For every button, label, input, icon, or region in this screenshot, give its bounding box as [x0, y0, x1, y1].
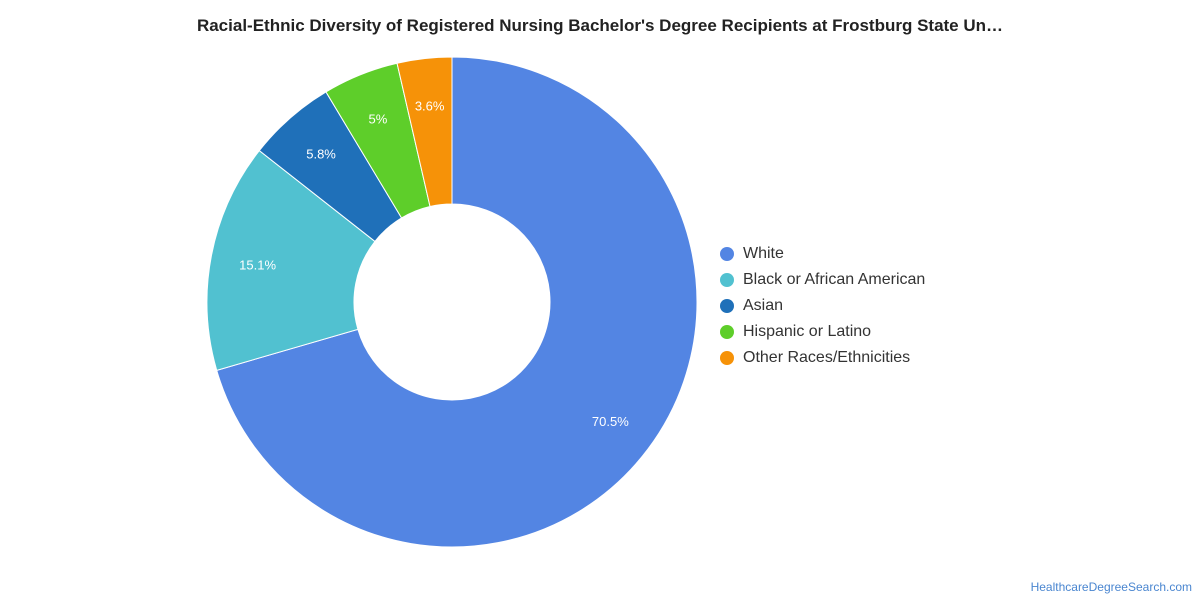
- legend-label: Asian: [743, 297, 784, 314]
- slice-data-label: 70.5%: [592, 414, 629, 429]
- donut-slice-other-races-ethnicities[interactable]: [396, 56, 453, 208]
- legend-swatch: [720, 273, 734, 287]
- slice-data-label: 5%: [369, 111, 388, 126]
- slice-data-label: 5.8%: [306, 146, 336, 161]
- legend-label: Hispanic or Latino: [743, 323, 872, 340]
- legend-item[interactable]: Black or African American: [720, 267, 925, 293]
- legend-swatch: [720, 325, 734, 339]
- legend-swatch: [720, 247, 734, 261]
- slice-data-label: 15.1%: [239, 257, 276, 272]
- donut-slice-black-or-african-american[interactable]: [206, 149, 376, 371]
- legend-label: Other Races/Ethnicities: [743, 349, 911, 366]
- chart-legend: White Black or African American Asian Hispa…: [720, 241, 925, 371]
- donut-slices: [206, 56, 698, 548]
- legend-swatch: [720, 299, 734, 313]
- legend-swatch: [720, 351, 734, 365]
- legend-label: White: [743, 245, 784, 262]
- chart-title: Racial-Ethnic Diversity of Registered Nu…: [196, 16, 1004, 35]
- legend-item[interactable]: Asian: [720, 293, 925, 319]
- legend-label: Black or African American: [743, 271, 926, 288]
- slice-data-label: 3.6%: [415, 98, 445, 113]
- donut-slice-white[interactable]: [216, 56, 698, 548]
- legend-item[interactable]: White: [720, 241, 925, 267]
- source-link[interactable]: HealthcareDegreeSearch.com: [1030, 580, 1192, 594]
- donut-slice-labels: 70.5% 15.1% 5.8% 5% 3.6%: [239, 98, 629, 429]
- legend-item[interactable]: Hispanic or Latino: [720, 319, 925, 345]
- legend-item[interactable]: Other Races/Ethnicities: [720, 345, 925, 371]
